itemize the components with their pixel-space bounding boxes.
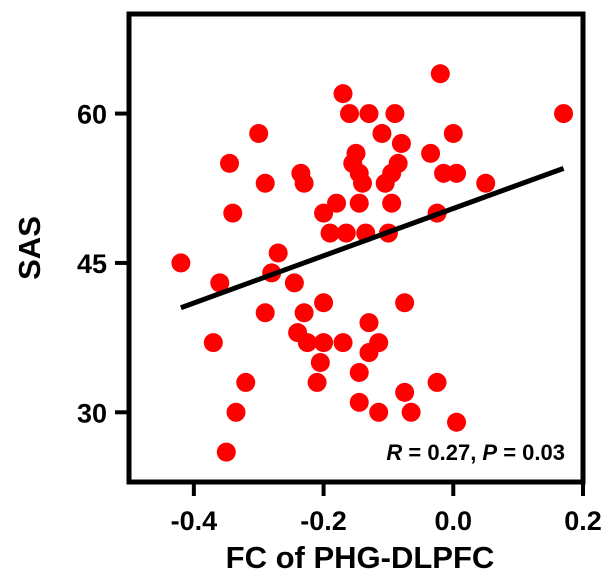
- data-point: [310, 353, 330, 373]
- p-symbol: P: [482, 440, 497, 465]
- data-point: [369, 333, 389, 353]
- data-point: [385, 104, 405, 124]
- data-point: [320, 223, 340, 243]
- data-point: [255, 303, 275, 323]
- data-point: [372, 123, 392, 143]
- data-point: [369, 402, 389, 422]
- y-tick-label: 45: [77, 249, 107, 279]
- data-point: [210, 273, 230, 293]
- y-axis-title: SAS: [12, 216, 47, 280]
- y-tick-label: 60: [77, 100, 107, 130]
- data-point: [226, 402, 246, 422]
- data-point: [349, 392, 369, 412]
- r-value: = 0.27,: [402, 440, 482, 465]
- data-point: [268, 243, 288, 263]
- data-point: [294, 303, 314, 323]
- x-tick-label: 0.0: [435, 506, 473, 536]
- plot-layer: [171, 64, 574, 462]
- data-point: [236, 372, 256, 392]
- p-value: = 0.03: [497, 440, 565, 465]
- data-point: [346, 143, 366, 163]
- plot-frame: [126, 11, 586, 485]
- x-tick-label: 0.2: [564, 506, 602, 536]
- data-point: [314, 333, 334, 353]
- x-axis-title: FC of PHG-DLPFC: [226, 540, 495, 575]
- data-point: [352, 173, 372, 193]
- data-point: [382, 193, 402, 213]
- y-tick-label: 30: [77, 398, 107, 428]
- data-point: [395, 382, 415, 402]
- data-point: [220, 153, 240, 173]
- data-point: [284, 273, 304, 293]
- data-point: [340, 104, 360, 124]
- data-point: [359, 313, 379, 333]
- data-point: [447, 412, 467, 432]
- r-symbol: R: [386, 440, 402, 465]
- data-point: [314, 293, 334, 313]
- data-point: [336, 223, 356, 243]
- data-point: [401, 402, 421, 422]
- data-point: [333, 333, 353, 353]
- data-point: [554, 104, 574, 124]
- data-point: [294, 173, 314, 193]
- data-point: [223, 203, 243, 223]
- stats-annotation: R = 0.27, P = 0.03: [386, 440, 565, 465]
- data-point: [427, 372, 447, 392]
- data-point: [359, 104, 379, 124]
- data-point: [395, 293, 415, 313]
- data-point: [391, 133, 411, 153]
- data-point: [216, 442, 236, 462]
- data-point: [307, 372, 327, 392]
- data-point: [443, 123, 463, 143]
- data-point: [349, 362, 369, 382]
- data-point: [297, 333, 317, 353]
- regression-line: [180, 165, 565, 311]
- data-point: [327, 193, 347, 213]
- x-tick-label: -0.2: [300, 506, 347, 536]
- data-point: [255, 173, 275, 193]
- data-point: [447, 163, 467, 183]
- data-point: [171, 253, 191, 273]
- data-point: [203, 333, 223, 353]
- data-point: [314, 203, 334, 223]
- data-point: [476, 173, 496, 193]
- data-point: [249, 123, 269, 143]
- data-point: [388, 153, 408, 173]
- data-point: [430, 64, 450, 84]
- data-point: [349, 193, 369, 213]
- data-point: [421, 143, 441, 163]
- x-tick-label: -0.4: [171, 506, 218, 536]
- data-point: [333, 84, 353, 104]
